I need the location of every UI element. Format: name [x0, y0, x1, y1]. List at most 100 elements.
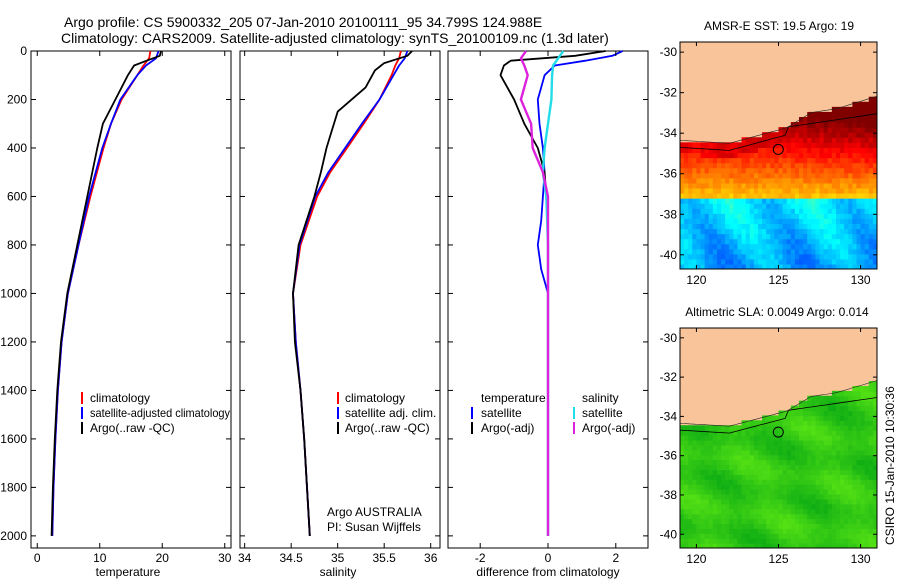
x-tick-label: 0	[34, 551, 41, 565]
map-cell	[729, 484, 734, 490]
map-cell	[860, 248, 866, 255]
map-cell	[729, 430, 734, 436]
map-cell	[807, 405, 812, 412]
map-cell	[827, 435, 833, 441]
map-cell	[737, 538, 743, 544]
map-cell	[799, 167, 804, 174]
map-cell	[819, 198, 825, 204]
map-cell	[680, 157, 685, 164]
map-cell	[848, 493, 853, 500]
map-cell	[831, 523, 837, 529]
map-cell	[794, 142, 800, 148]
map-cell	[684, 218, 689, 224]
map-cell	[733, 208, 739, 214]
map-cell	[786, 152, 792, 159]
map-cell	[753, 228, 759, 235]
map-cell	[782, 208, 788, 214]
map-cell	[856, 101, 862, 108]
map-cell	[794, 513, 800, 520]
map-cell	[774, 538, 780, 544]
map-cell	[794, 182, 800, 189]
map-cell	[721, 193, 726, 199]
map-cell	[733, 454, 739, 461]
map-cell	[704, 198, 710, 204]
map-cell	[786, 213, 792, 219]
map-cell	[815, 449, 821, 456]
map-cell	[725, 218, 730, 224]
map-cell	[799, 523, 804, 529]
map-cell	[807, 238, 812, 245]
map-cell	[831, 162, 837, 169]
map-cell	[811, 162, 817, 169]
map-cell	[790, 162, 796, 169]
map-cell	[840, 243, 845, 250]
map-cell	[872, 106, 877, 113]
map-cell	[778, 469, 784, 475]
map-cell	[741, 469, 747, 475]
map-cell	[725, 459, 730, 466]
map-cell	[819, 439, 825, 446]
map-cell	[807, 454, 812, 461]
map-cell	[868, 464, 874, 471]
map-cell	[696, 454, 702, 461]
map-cell	[827, 147, 833, 154]
map-cell	[868, 498, 874, 505]
map-cell	[704, 233, 710, 240]
map-cell	[872, 208, 877, 214]
map-cell	[868, 385, 874, 392]
map-cell	[745, 147, 751, 154]
map-cell	[831, 410, 837, 417]
map-cell	[872, 381, 877, 387]
map-cell	[688, 489, 693, 495]
map-cell	[811, 111, 817, 118]
map-cell	[840, 147, 845, 154]
map-cell	[708, 187, 714, 194]
map-cell	[827, 152, 833, 159]
map-cell	[823, 248, 829, 255]
map-cell	[782, 253, 788, 260]
map-cell	[803, 162, 808, 169]
map-cell	[766, 238, 771, 245]
map-cell	[721, 503, 726, 510]
map-cell	[696, 238, 702, 245]
map-cell	[848, 405, 853, 412]
map-cell	[844, 400, 849, 407]
map-cell	[844, 528, 849, 534]
map-cell	[721, 248, 726, 255]
map-cell	[696, 253, 702, 260]
map-cell	[786, 167, 792, 174]
x-tick-label: -2	[475, 551, 486, 565]
map-cell	[803, 498, 808, 505]
map-cell	[872, 493, 877, 500]
map-cell	[704, 425, 710, 431]
map-cell	[872, 187, 877, 194]
map-cell	[749, 147, 755, 154]
map-cell	[872, 193, 877, 199]
map-cell	[823, 533, 829, 539]
map-cell	[684, 167, 689, 174]
map-cell	[757, 538, 763, 544]
map-cell	[831, 248, 837, 255]
map-cell	[766, 543, 771, 548]
map-cell	[712, 193, 718, 199]
map-cell	[844, 157, 849, 164]
map-cell	[868, 116, 874, 123]
map-cell	[844, 127, 849, 133]
map-cell	[852, 435, 858, 441]
map-cell	[782, 258, 788, 265]
map-cell	[700, 538, 706, 544]
map-cell	[831, 223, 837, 230]
map-cell	[790, 469, 796, 475]
map-cell	[794, 435, 800, 441]
map-cell	[860, 116, 866, 123]
map-cell	[856, 503, 862, 510]
map-cell	[757, 213, 763, 219]
map-cell	[864, 223, 870, 230]
map-cell	[864, 538, 870, 544]
y-tick-label: 1600	[0, 432, 27, 446]
map-cell	[684, 498, 689, 505]
map-cell	[868, 96, 874, 103]
map-cell	[819, 513, 825, 520]
panel-sst-map: AMSR-E SST: 19.5 Argo: 19 120 125 130-30-3…	[660, 19, 878, 287]
map-cell	[835, 182, 841, 189]
